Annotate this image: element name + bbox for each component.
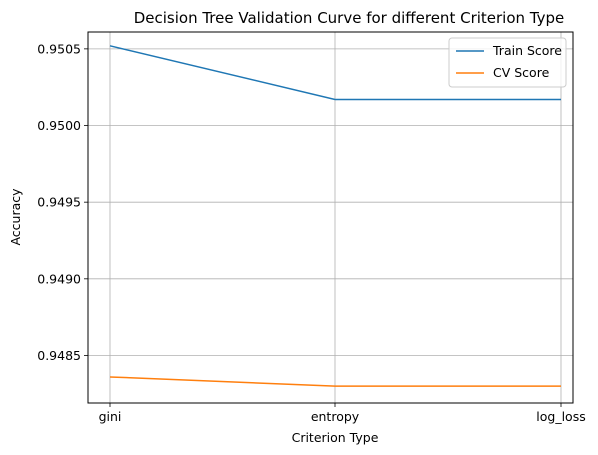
y-axis-label: Accuracy: [8, 188, 23, 246]
x-axis-label: Criterion Type: [292, 430, 379, 445]
series-lines: [109, 45, 561, 387]
series-line: [109, 45, 561, 101]
y-tick-label: 0.9490: [37, 271, 81, 286]
legend-label-train: Train Score: [492, 43, 562, 58]
axis-ticks: gini entropy log_loss 0.9485 0.9490 0.9495 0.9…: [37, 41, 585, 424]
chart-title: Decision Tree Validation Curve for diffe…: [134, 9, 565, 27]
plot-frame: [87, 31, 574, 404]
grid: [88, 32, 573, 403]
series-line: [109, 376, 561, 387]
x-tick-label: log_loss: [536, 409, 585, 424]
y-tick-label: 0.9500: [37, 118, 81, 133]
y-tick-label: 0.9495: [37, 195, 81, 210]
x-tick-label: gini: [99, 409, 122, 424]
legend-label-cv: CV Score: [493, 65, 550, 80]
y-tick-label: 0.9505: [37, 41, 81, 56]
y-tick-label: 0.9485: [37, 348, 81, 363]
legend: Train Score CV Score: [448, 37, 567, 88]
x-tick-label: entropy: [311, 409, 360, 424]
